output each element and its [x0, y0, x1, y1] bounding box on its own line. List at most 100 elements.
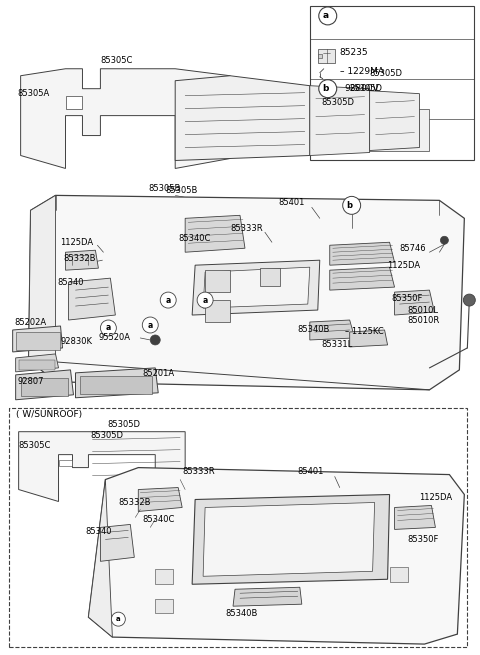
Polygon shape [88, 479, 112, 637]
Text: 85202A: 85202A [15, 318, 47, 326]
Text: 92830K: 92830K [60, 337, 93, 346]
Polygon shape [65, 250, 98, 270]
Polygon shape [16, 370, 73, 400]
Text: – 1229MA: – 1229MA [340, 67, 384, 76]
Polygon shape [310, 86, 370, 155]
Text: 85340B: 85340B [225, 608, 257, 618]
Bar [155, 569, 173, 584]
Text: 85401: 85401 [298, 467, 324, 476]
Bar [155, 599, 173, 613]
Circle shape [100, 320, 116, 336]
Polygon shape [16, 354, 59, 372]
Text: 85201A: 85201A [142, 369, 174, 379]
Circle shape [160, 292, 176, 308]
Circle shape [197, 292, 213, 308]
Text: 92800V: 92800V [345, 84, 380, 93]
Text: 85332B: 85332B [119, 498, 151, 507]
Text: 85350F: 85350F [392, 293, 423, 303]
Polygon shape [395, 290, 434, 315]
Bar [19, 360, 55, 370]
Text: 85305D: 85305D [350, 84, 383, 93]
Polygon shape [75, 368, 158, 398]
Text: 85333R: 85333R [182, 467, 215, 476]
Text: 85010R: 85010R [408, 316, 440, 324]
Text: 85305B: 85305B [148, 184, 180, 193]
Text: b: b [347, 201, 353, 210]
Text: 85340: 85340 [58, 278, 84, 287]
Bar [21, 378, 69, 396]
Circle shape [111, 612, 125, 626]
Text: 95520A: 95520A [98, 333, 131, 343]
Polygon shape [29, 195, 56, 360]
Polygon shape [185, 215, 245, 252]
Text: b: b [323, 84, 329, 93]
Bar [260, 268, 280, 286]
Text: 1125DA: 1125DA [387, 261, 420, 270]
Bar [81, 376, 152, 394]
Bar [310, 6, 474, 160]
Polygon shape [138, 487, 182, 512]
Text: – 1125KC: – 1125KC [345, 328, 384, 337]
Text: 92807: 92807 [18, 377, 44, 386]
Polygon shape [100, 525, 134, 561]
Text: 85305A: 85305A [18, 89, 50, 98]
Polygon shape [310, 320, 355, 340]
Text: 85746: 85746 [399, 244, 426, 253]
Circle shape [441, 236, 448, 244]
Text: 85305D: 85305D [322, 98, 355, 107]
Polygon shape [192, 260, 320, 315]
Polygon shape [330, 267, 395, 290]
Polygon shape [175, 76, 310, 160]
Polygon shape [19, 432, 185, 502]
Text: 85305C: 85305C [100, 56, 133, 66]
Polygon shape [65, 96, 83, 109]
Text: ( W/SUNROOF): ( W/SUNROOF) [16, 410, 82, 419]
Circle shape [150, 335, 160, 345]
Text: 85305C: 85305C [19, 441, 51, 450]
Text: a: a [166, 295, 171, 305]
Text: 85333R: 85333R [230, 224, 263, 233]
Polygon shape [203, 502, 374, 576]
Polygon shape [69, 278, 115, 320]
Polygon shape [21, 69, 230, 168]
Circle shape [142, 317, 158, 333]
Bar [390, 567, 408, 582]
Bar [16, 332, 60, 350]
Text: 85235: 85235 [340, 48, 368, 57]
Circle shape [343, 196, 360, 214]
Text: 85340B: 85340B [298, 326, 330, 335]
Text: 85010L: 85010L [408, 305, 439, 314]
Text: a: a [106, 324, 111, 333]
Text: 85340C: 85340C [178, 234, 211, 243]
Text: 85350F: 85350F [408, 535, 439, 544]
Polygon shape [192, 495, 390, 584]
Bar [205, 300, 230, 322]
Polygon shape [318, 49, 335, 63]
Polygon shape [370, 90, 420, 151]
Polygon shape [12, 326, 62, 352]
Text: 85305D: 85305D [108, 421, 140, 429]
Text: a: a [203, 295, 208, 305]
Polygon shape [318, 54, 322, 58]
Text: 85305D: 85305D [370, 69, 403, 78]
Polygon shape [88, 468, 464, 644]
Polygon shape [59, 460, 72, 466]
Polygon shape [203, 267, 310, 308]
Polygon shape [355, 119, 415, 143]
Text: 85401: 85401 [278, 198, 304, 207]
Text: 1125DA: 1125DA [60, 238, 94, 247]
Bar [205, 270, 230, 292]
Polygon shape [395, 506, 435, 529]
Text: a: a [323, 11, 329, 20]
Text: 85305B: 85305B [165, 186, 198, 195]
Text: a: a [116, 616, 120, 622]
Polygon shape [361, 124, 408, 139]
Text: 85340C: 85340C [142, 515, 175, 524]
Polygon shape [233, 588, 302, 606]
Text: 85331L: 85331L [322, 341, 353, 350]
Bar [9, 408, 468, 647]
Polygon shape [340, 109, 430, 151]
Circle shape [319, 80, 336, 98]
Text: 85340: 85340 [85, 527, 112, 536]
Polygon shape [330, 242, 395, 265]
